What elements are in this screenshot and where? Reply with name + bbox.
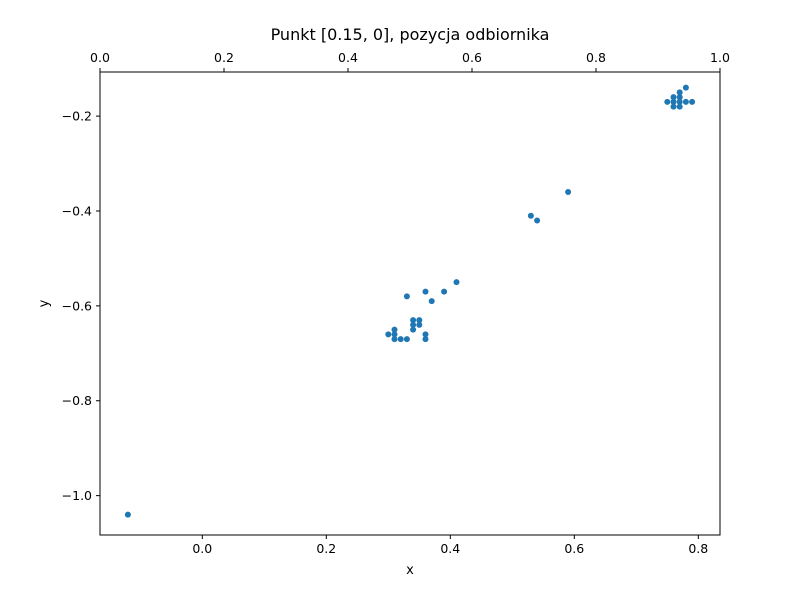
data-point	[441, 288, 448, 295]
data-point	[416, 317, 423, 324]
bottom-x-axis: 0.0 0.2 0.4 0.6 0.8	[192, 535, 708, 556]
top-x-axis: 0.0 0.2 0.4 0.6 0.8 1.0	[90, 50, 730, 72]
y-axis: −1.0 −0.8 −0.6 −0.4 −0.2	[62, 109, 100, 503]
y-tick-label: −0.8	[62, 393, 92, 408]
plot-frame	[99, 71, 721, 536]
data-point	[391, 331, 398, 338]
x-tick-label: 0.8	[688, 541, 708, 556]
data-point	[422, 288, 429, 295]
data-point	[676, 89, 683, 96]
data-point	[410, 317, 417, 324]
data-point	[428, 298, 435, 305]
y-tick-label: −0.4	[62, 203, 92, 218]
data-point	[664, 98, 671, 105]
data-point	[410, 321, 417, 328]
y-tick-label: −0.6	[62, 298, 92, 313]
data-point	[422, 336, 429, 343]
data-point	[676, 98, 683, 105]
data-point	[397, 336, 404, 343]
top-x-tick-label: 0.4	[338, 50, 358, 65]
data-point	[391, 326, 398, 333]
data-point	[391, 336, 398, 343]
data-point	[422, 331, 429, 338]
top-x-tick-label: 1.0	[710, 50, 730, 65]
y-tick-label: −1.0	[62, 488, 92, 503]
data-point	[124, 511, 131, 518]
data-point	[682, 84, 689, 91]
data-point	[670, 98, 677, 105]
data-point	[565, 189, 572, 196]
y-axis-label: y	[37, 299, 52, 307]
data-point	[676, 94, 683, 101]
chart-title: Punkt [0.15, 0], pozycja odbiornika	[271, 25, 550, 44]
data-point	[670, 94, 677, 101]
data-point	[403, 336, 410, 343]
data-points	[124, 84, 696, 518]
top-x-tick-label: 0.8	[586, 50, 606, 65]
data-point	[385, 331, 392, 338]
data-point	[403, 293, 410, 300]
data-point	[453, 279, 460, 286]
x-axis-label: x	[406, 563, 414, 578]
data-point	[689, 98, 696, 105]
y-tick-label: −0.2	[62, 109, 92, 124]
data-point	[416, 321, 423, 328]
x-tick-label: 0.6	[564, 541, 584, 556]
data-point	[410, 326, 417, 333]
x-tick-label: 0.0	[192, 541, 212, 556]
data-point	[676, 103, 683, 110]
x-tick-label: 0.4	[440, 541, 460, 556]
data-point	[670, 103, 677, 110]
data-point	[682, 98, 689, 105]
x-tick-label: 0.2	[316, 541, 336, 556]
top-x-tick-label: 0.2	[214, 50, 234, 65]
top-x-tick-label: 0.6	[462, 50, 482, 65]
data-point	[527, 212, 534, 219]
data-point	[534, 217, 541, 224]
top-x-tick-label: 0.0	[90, 50, 110, 65]
